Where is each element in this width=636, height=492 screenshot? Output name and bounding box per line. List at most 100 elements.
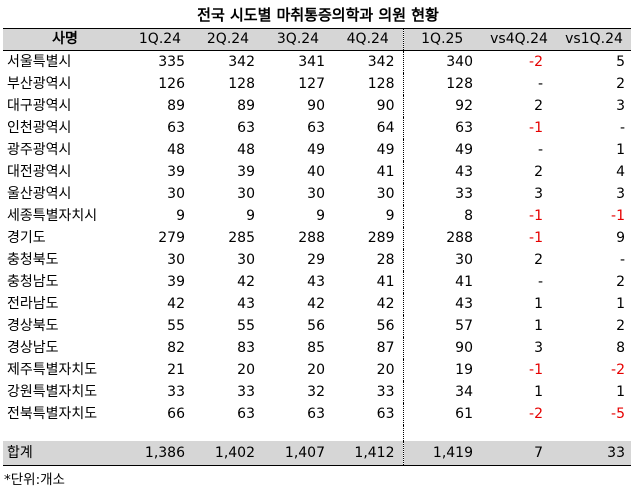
cell-q4-24: 342 [333,50,404,73]
cell-q1-25: 43 [455,296,473,312]
cell-q2-24: 9 [246,208,255,224]
cell-q2-24: 55 [237,318,255,334]
cell-vs1q: 3 [616,186,625,202]
cell-q3-24: 43 [307,274,325,290]
cell-q4-24: 1,412 [333,441,404,466]
cell-vs4q: -2 [529,54,543,70]
cell-name: 합계 [3,441,127,466]
cell-q1-25: 288 [446,230,473,246]
spacer-row [3,425,631,441]
cell-name: 서울특별시 [7,54,72,70]
table-row: 강원특별자치도 33 33 32 33 34 1 1 [3,381,631,403]
cell-name: 부산광역시 [7,76,72,92]
cell-q1-24: 82 [167,340,185,356]
cell-vs1q: 3 [616,98,625,114]
cell-q1-24: 126 [158,76,185,92]
cell-q1-24: 1,386 [127,441,193,466]
cell-name: 대구광역시 [7,98,72,114]
table-row: 경상북도 55 55 56 56 57 1 2 [3,315,631,337]
table-row: 전라남도 42 43 42 42 43 1 1 [3,293,631,315]
cell-q4-24: 56 [333,315,404,337]
cell-q2-24: 20 [237,362,255,378]
cell-q4-24: 90 [333,95,404,117]
header-row: 사명 1Q.24 2Q.24 3Q.24 4Q.24 1Q.25 vs4Q.24… [3,28,631,51]
unit-note: *단위:개소 [4,472,65,488]
cell-q1-25: 8 [464,208,473,224]
cell-q1-24: 30 [167,252,185,268]
cell-vs4q: 3 [534,340,543,356]
cell-name: 경상남도 [7,340,59,356]
cell-vs1q: 5 [616,54,625,70]
cell-vs4q: -1 [529,120,543,136]
cell-q3-24: 90 [307,98,325,114]
header-1q24: 1Q.24 [127,28,193,51]
table-row: 인천광역시 63 63 63 64 63 -1 - [3,117,631,139]
cell-q1-25: 340 [446,54,473,70]
cell-q2-24: 48 [237,142,255,158]
cell-q3-24: 63 [307,120,325,136]
cell-q1-24: 279 [158,230,185,246]
cell-vs1q: -1 [611,208,625,224]
cell-name: 충청남도 [7,274,59,290]
cell-q2-24: 1,402 [193,441,263,466]
cell-q1-25: 19 [455,362,473,378]
cell-q4-24: 64 [333,117,404,139]
cell-q1-25: 49 [455,142,473,158]
cell-q4-24: 63 [333,403,404,425]
cell-q1-24: 21 [167,362,185,378]
cell-q2-24: 128 [228,76,255,92]
header-1q25: 1Q.25 [403,28,481,51]
cell-q2-24: 285 [228,230,255,246]
cell-q1-25: 30 [455,252,473,268]
cell-name: 충청북도 [7,252,59,268]
cell-vs4q: 1 [534,384,543,400]
table-row: 광주광역시 48 48 49 49 49 - 1 [3,139,631,161]
cell-name: 울산광역시 [7,186,72,202]
cell-q4-24: 49 [333,139,404,161]
cell-q2-24: 83 [237,340,255,356]
cell-q4-24: 289 [333,227,404,249]
cell-vs4q: 1 [534,318,543,334]
cell-vs4q: - [537,274,543,290]
cell-q1-25: 34 [455,384,473,400]
cell-q3-24: 32 [307,384,325,400]
cell-vs1q: 1 [616,142,625,158]
cell-vs4q: 7 [481,441,557,466]
cell-q1-24: 63 [167,120,185,136]
cell-vs1q: -5 [611,406,625,422]
cell-q2-24: 42 [237,274,255,290]
cell-q1-25: 63 [455,120,473,136]
cell-q4-24: 87 [333,337,404,359]
cell-vs1q: 9 [616,230,625,246]
cell-q2-24: 342 [228,54,255,70]
cell-vs4q: 2 [534,252,543,268]
cell-q1-24: 48 [167,142,185,158]
cell-q3-24: 42 [307,296,325,312]
cell-vs1q: 33 [557,441,631,466]
table-row: 충청북도 30 30 29 28 30 2 - [3,249,631,271]
cell-q1-25: 57 [455,318,473,334]
cell-q1-24: 39 [167,164,185,180]
cell-q1-24: 42 [167,296,185,312]
cell-vs4q: 1 [534,296,543,312]
table-row: 부산광역시 126 128 127 128 128 - 2 [3,73,631,95]
cell-q3-24: 9 [316,208,325,224]
cell-q1-24: 89 [167,98,185,114]
total-row: 합계 1,386 1,402 1,407 1,412 1,419 7 33 [3,441,631,466]
cell-q3-24: 341 [298,54,325,70]
cell-vs1q: 1 [616,296,625,312]
table-title: 전국 시도별 마취통증의학과 의원 현황 [197,6,439,24]
cell-name: 세종특별자치시 [7,208,98,224]
cell-q2-24: 30 [237,252,255,268]
cell-q2-24: 43 [237,296,255,312]
cell-vs1q: 4 [616,164,625,180]
table-row: 대전광역시 39 39 40 41 43 2 4 [3,161,631,183]
cell-q2-24: 89 [237,98,255,114]
table-row: 세종특별자치시 9 9 9 9 8 -1 -1 [3,205,631,227]
table-row: 경상남도 82 83 85 87 90 3 8 [3,337,631,359]
cell-q1-25: 33 [455,186,473,202]
cell-q1-24: 9 [176,208,185,224]
cell-vs1q: - [619,252,625,268]
cell-name: 경상북도 [7,318,59,334]
cell-vs1q: 2 [616,318,625,334]
